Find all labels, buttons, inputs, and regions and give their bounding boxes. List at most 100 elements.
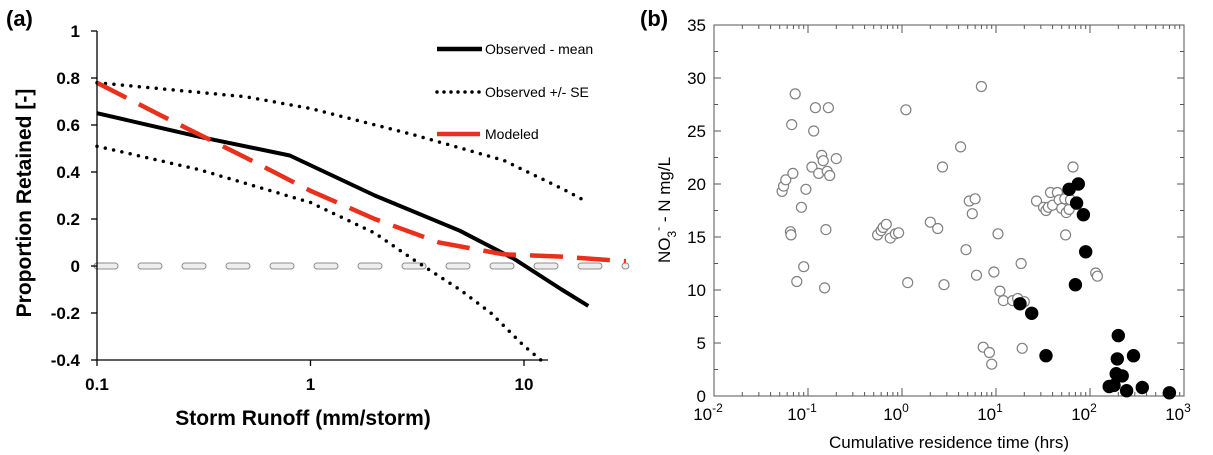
panel-a-x-axis-title: Storm Runoff (mm/storm): [175, 407, 431, 430]
open-point: [809, 102, 822, 114]
series-line-observed-mean: [96, 111, 590, 308]
open-point: [817, 155, 829, 167]
open-point: [785, 229, 797, 241]
legend-label-se: Observed +/- SE: [485, 84, 589, 100]
series-line-observed-se: [95, 144, 543, 362]
open-point: [892, 227, 905, 239]
open-point: [880, 218, 892, 230]
open-point: [983, 346, 996, 359]
y-tick-label: 25: [687, 122, 706, 141]
open-point: [975, 80, 988, 93]
y-tick-label: 0.8: [56, 69, 80, 88]
y-tick-label: 10: [687, 281, 706, 300]
open-point: [988, 266, 1000, 278]
open-point: [786, 118, 798, 131]
open-point: [902, 277, 914, 289]
panel-b-plot-frame: [713, 24, 1185, 397]
panel-a-label: (a): [6, 6, 33, 31]
y-tick-label: 30: [687, 69, 706, 88]
open-point: [789, 88, 801, 100]
x-tick-label: 1: [306, 375, 315, 394]
open-point: [997, 295, 1010, 307]
x-tick-label: 100: [883, 401, 909, 424]
open-point: [1015, 257, 1027, 270]
open-point: [1030, 195, 1043, 207]
y-tick-label: 0: [71, 257, 80, 276]
panel-a-legend: Observed - mean Observed +/- SE Modeled: [435, 41, 593, 142]
legend-label-modeled: Modeled: [485, 126, 539, 142]
open-point: [924, 216, 936, 228]
open-point: [966, 208, 978, 220]
open-point: [1059, 229, 1072, 241]
filled-point: [1115, 369, 1129, 383]
x-tick-label: 102: [1071, 401, 1097, 424]
open-point: [818, 282, 831, 294]
open-point: [830, 153, 842, 165]
open-point: [938, 279, 950, 291]
y-tick-label: -0.4: [51, 351, 81, 370]
open-point: [1067, 161, 1079, 173]
filled-point: [1039, 349, 1053, 363]
open-point: [800, 183, 812, 195]
panel-b-y-axis-title: NO3- - N mg/L: [651, 157, 679, 263]
panel-a-y-axis-title: Proportion Retained [-]: [13, 89, 36, 318]
series-line-observed-se: [95, 80, 591, 205]
filled-point: [1013, 297, 1027, 311]
filled-point: [1135, 380, 1150, 395]
open-point: [1016, 342, 1028, 354]
panel-b-points: [776, 80, 1177, 400]
y-tick-label: 0.4: [56, 163, 80, 182]
y-tick-label: 15: [687, 228, 706, 247]
filled-point: [1076, 208, 1091, 222]
x-tick-label: 10-2: [693, 401, 723, 424]
filled-point: [1110, 352, 1125, 366]
x-tick-label: 101: [977, 401, 1003, 424]
open-point: [994, 285, 1006, 297]
open-point: [986, 358, 998, 370]
x-tick-label: 10-1: [787, 401, 817, 424]
legend-label-mean: Observed - mean: [485, 41, 593, 57]
open-point: [960, 244, 972, 256]
open-point: [900, 104, 912, 116]
open-point: [954, 141, 967, 153]
open-point: [936, 161, 949, 173]
filled-point: [1162, 386, 1177, 400]
panel-a: (a) -0.4 -0.2 0 0.2 0.4 0.6 0.8 1 0.1 1 10 Storm R…: [6, 6, 630, 430]
y-tick-label: 0: [697, 387, 706, 406]
open-point: [795, 201, 808, 213]
y-tick-label: 35: [687, 16, 706, 35]
open-point: [820, 224, 832, 236]
open-point: [1091, 270, 1104, 282]
x-tick-label: 103: [1165, 401, 1191, 424]
open-point: [808, 125, 820, 137]
open-point: [969, 193, 981, 205]
filled-point: [1111, 328, 1126, 343]
y-tick-label: -0.2: [51, 304, 80, 323]
open-point: [970, 269, 983, 281]
open-point: [822, 102, 835, 114]
open-point: [932, 222, 944, 235]
panel-b-x-axis-title: Cumulative residence time (hrs): [829, 433, 1069, 452]
filled-point: [1068, 278, 1083, 292]
x-tick-label: 10: [515, 375, 534, 394]
panel-a-ticks: -0.4 -0.2 0 0.2 0.4 0.6 0.8 1 0.1 1 10: [51, 22, 534, 394]
open-point: [824, 169, 836, 182]
open-point: [787, 167, 799, 179]
open-point: [806, 161, 818, 173]
y-tick-label: 5: [697, 334, 706, 353]
y-tick-label: 0.6: [56, 116, 80, 135]
series-line-modeled: [95, 80, 627, 264]
open-point: [780, 174, 792, 186]
y-tick-label: 0.2: [56, 210, 80, 229]
y-tick-label: 1: [71, 22, 80, 41]
filled-point: [1071, 177, 1086, 191]
panel-b-label: (b): [640, 6, 668, 31]
y-tick-label: 20: [687, 175, 706, 194]
panel-b: (b) 0 5 10 15 20 25 30 35 10-2 10-1 100 101 102 103 C…: [640, 6, 1191, 452]
open-point: [791, 275, 803, 288]
open-point: [992, 228, 1004, 240]
panel-a-series-lines: [95, 80, 627, 362]
filled-point: [1025, 306, 1039, 320]
open-point: [798, 261, 810, 273]
